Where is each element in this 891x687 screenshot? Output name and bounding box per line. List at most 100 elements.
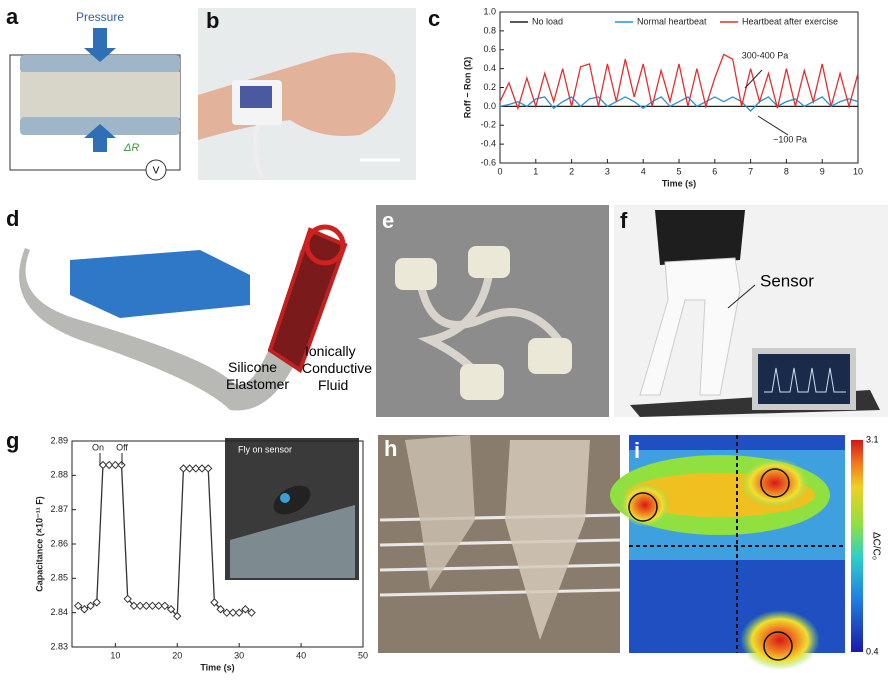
x-tick-label: 3	[605, 166, 610, 176]
panel-b	[198, 8, 416, 180]
y-tick-label: 2.86	[50, 538, 68, 548]
figure: Pressure ΔR V SiliconeElastomer Ionicall…	[0, 0, 891, 682]
screen	[758, 354, 850, 404]
label-line: Elastomer	[226, 376, 289, 392]
panel-label: i	[634, 438, 640, 463]
data-point	[242, 606, 249, 613]
x-tick-label: 4	[641, 166, 646, 176]
legend-label: No load	[532, 16, 563, 26]
y-tick-label: 0.2	[483, 82, 496, 92]
panel-label: e	[382, 208, 394, 233]
y-tick-label: -0.4	[480, 139, 496, 149]
legend-label: Normal heartbeat	[637, 16, 707, 26]
x-tick-label: 20	[172, 650, 182, 660]
panel-a: Pressure ΔR V	[10, 10, 180, 180]
annotation: On	[92, 442, 104, 452]
data-point	[93, 599, 100, 606]
x-tick-label: 1	[533, 166, 538, 176]
colorbar-min: 0.4	[866, 646, 879, 656]
annotation: 300-400 Pa	[742, 50, 789, 60]
sensor-label: Sensor	[760, 271, 814, 290]
annotation-pointer	[758, 116, 788, 135]
label-line: Conductive	[302, 360, 372, 376]
hot-spot	[740, 458, 810, 508]
y-tick-label: 1.0	[483, 6, 496, 16]
y-tick-label: 0.6	[483, 44, 496, 54]
label-line: Fluid	[318, 377, 348, 393]
pressure-label: Pressure	[76, 10, 124, 24]
y-tick-label: 0.0	[483, 101, 496, 111]
panel-g-inset: Fly on sensor	[225, 438, 359, 580]
x-tick-label: 30	[234, 650, 244, 660]
x-tick-label: 10	[853, 166, 863, 176]
delta-r-label: ΔR	[123, 142, 139, 154]
voltmeter-label: V	[153, 166, 160, 177]
x-tick-label: 40	[296, 650, 306, 660]
hot-spot	[740, 610, 820, 670]
data-point	[161, 602, 168, 609]
colorbar-max: 3.1	[866, 434, 879, 444]
panel-f: Sensor	[614, 205, 888, 417]
panel-i: 3.1 0.4 ΔC/C₀	[610, 434, 881, 670]
annotation: Off	[116, 442, 128, 452]
panel-label: c	[428, 6, 440, 31]
data-point	[205, 465, 212, 472]
sensor	[240, 86, 272, 108]
data-point	[81, 606, 88, 613]
panel-label: a	[6, 4, 19, 29]
y-tick-label: 0.8	[483, 25, 496, 35]
connector	[468, 246, 510, 278]
panel-label: d	[6, 206, 19, 231]
connector-block	[70, 250, 250, 318]
x-tick-label: 50	[358, 650, 368, 660]
y-tick-label: 2.87	[50, 504, 68, 514]
x-tick-label: 2	[569, 166, 574, 176]
panel-label: b	[206, 8, 219, 33]
panel-label: h	[384, 436, 397, 461]
label-line: Silicone	[228, 359, 277, 375]
y-tick-label: 2.85	[50, 573, 68, 583]
data-point	[87, 602, 94, 609]
colorbar-label: ΔC/C₀	[870, 532, 881, 560]
fluid-label: IonicallyConductiveFluid	[302, 343, 372, 393]
x-tick-label: 10	[110, 650, 120, 660]
inset-label: Fly on sensor	[238, 444, 292, 454]
connector	[395, 258, 437, 290]
series-line	[500, 97, 858, 111]
y-tick-label: -0.2	[480, 120, 496, 130]
y-tick-label: 2.83	[50, 641, 68, 651]
x-axis-label: Time (s)	[200, 662, 234, 672]
x-tick-label: 6	[712, 166, 717, 176]
x-tick-label: 5	[676, 166, 681, 176]
y-tick-label: 2.88	[50, 470, 68, 480]
y-axis-label: Capacitance (×10⁻¹¹ F)	[34, 496, 44, 592]
x-axis-label: Time (s)	[662, 178, 696, 188]
panel-label: g	[6, 428, 19, 453]
x-tick-label: 0	[497, 166, 502, 176]
colorbar	[851, 440, 863, 652]
legend-label: Heartbeat after exercise	[742, 16, 838, 26]
x-tick-label: 7	[748, 166, 753, 176]
y-tick-label: 2.89	[50, 435, 68, 445]
x-tick-label: 8	[784, 166, 789, 176]
connector	[460, 364, 504, 400]
panel-e	[376, 205, 609, 417]
panel-label: f	[620, 208, 628, 233]
y-axis-label: Roff − Ron (Ω)	[462, 57, 472, 118]
jacket	[655, 210, 745, 265]
data-point	[236, 609, 243, 616]
sensor-core	[20, 72, 180, 118]
connector	[528, 338, 572, 374]
data-point	[248, 609, 255, 616]
label-line: Ionically	[305, 343, 356, 359]
x-tick-label: 9	[820, 166, 825, 176]
y-tick-label: 2.84	[50, 607, 68, 617]
panel-h	[378, 435, 620, 653]
fly-eye	[280, 493, 290, 503]
annotation: ~100 Pa	[773, 134, 807, 144]
y-tick-label: -0.6	[480, 157, 496, 167]
series-line	[500, 54, 858, 108]
data-point	[75, 602, 82, 609]
y-tick-label: 0.4	[483, 63, 496, 73]
